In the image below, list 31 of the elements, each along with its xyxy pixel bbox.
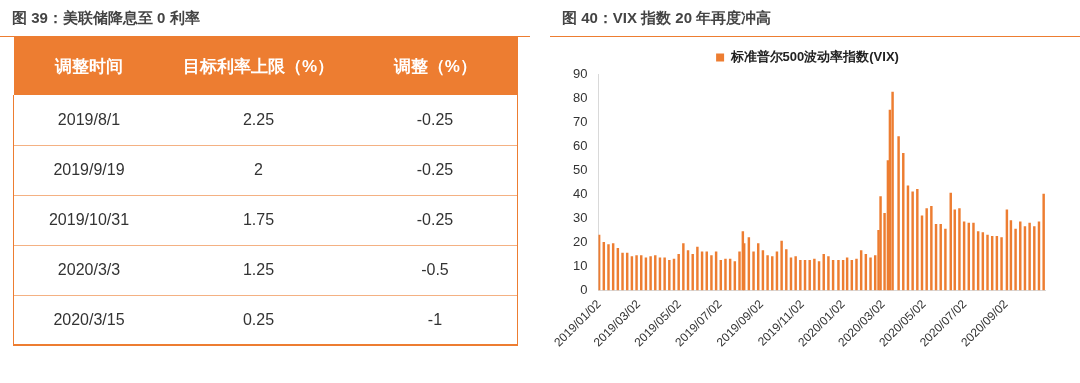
y-tick-label: 40 (572, 185, 588, 201)
text: 调整（%） (392, 55, 478, 78)
y-tick-label: 70 (572, 113, 588, 129)
data-label: 2 (253, 160, 264, 180)
category-label: 2019/9/19 (52, 160, 126, 180)
data-label: 2.25 (241, 109, 276, 130)
y-tick-label: 50 (572, 161, 588, 177)
y-tick-label: 10 (572, 257, 588, 273)
data-label: 1.25 (241, 260, 276, 280)
data-label: -0.25 (415, 109, 455, 130)
category-label: 2019/8/1 (56, 109, 122, 130)
y-tick-label: 0 (580, 281, 588, 297)
category-label: 2020/3/15 (52, 309, 126, 330)
data-label: 0.25 (241, 309, 276, 330)
text: 目标利率上限（%） (181, 55, 336, 78)
chart-title: 图 40：VIX 指数 20 年再度冲高 (550, 0, 1080, 37)
category-label: 2020/3/3 (56, 260, 122, 280)
data-label: -0.25 (415, 210, 455, 230)
category-label: 2019/10/31 (47, 210, 131, 230)
data-label: -0.5 (420, 260, 450, 280)
y-tick-label: 90 (572, 65, 588, 81)
data-label: -1 (426, 309, 444, 330)
y-tick-label: 20 (572, 233, 588, 249)
data-label: -0.25 (415, 160, 455, 180)
y-tick-label: 30 (572, 209, 588, 225)
text: 调整时间 (53, 55, 124, 78)
text: 图 39：美联储降息至 0 利率 (0, 0, 530, 37)
y-tick-label: 80 (572, 89, 588, 105)
data-label: 1.75 (241, 210, 276, 230)
y-tick-label: 60 (572, 137, 588, 153)
legend-label: 标准普尔500波动率指数(VIX) (729, 49, 899, 65)
